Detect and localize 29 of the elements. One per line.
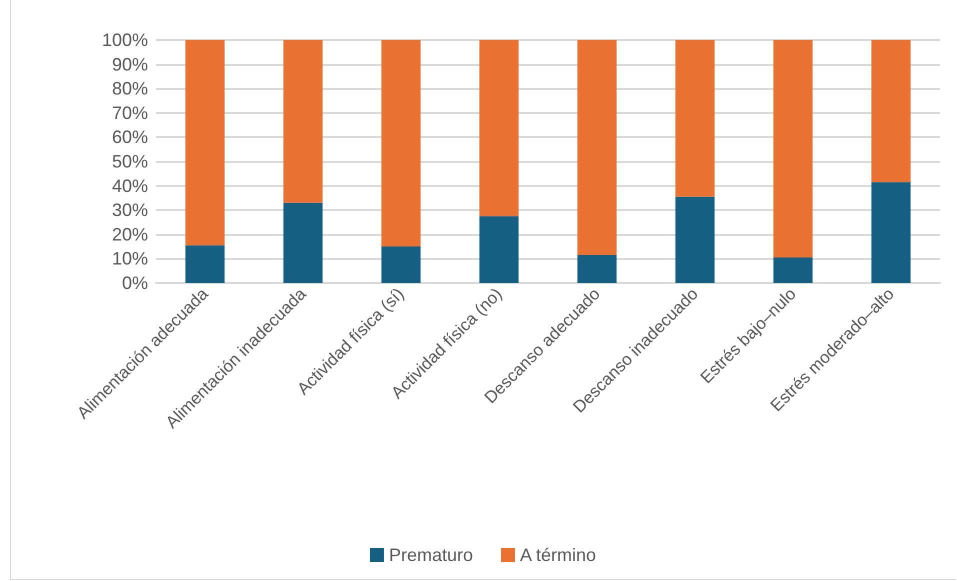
bar	[283, 202, 323, 283]
y-tick-label: 80%	[112, 78, 148, 99]
bar	[773, 40, 813, 258]
y-tick-label: 60%	[112, 127, 148, 148]
legend-label: Prematuro	[388, 545, 474, 565]
bar	[675, 196, 715, 283]
y-tick-label: 40%	[112, 176, 148, 196]
bar	[479, 40, 519, 216]
y-tick-label: 70%	[112, 102, 148, 123]
bar	[871, 182, 911, 283]
bar	[479, 216, 519, 283]
bar	[675, 40, 715, 197]
bar	[381, 246, 421, 283]
y-tick-label: 50%	[112, 152, 148, 172]
bar	[773, 257, 813, 283]
y-tick-label: 10%	[112, 248, 148, 269]
bar	[577, 40, 617, 256]
y-tick-label: 30%	[112, 200, 148, 220]
y-tick-label: 100%	[102, 30, 148, 50]
bar	[381, 40, 421, 247]
legend-label: A término	[520, 545, 596, 565]
y-tick-label: 90%	[112, 54, 148, 74]
y-tick-label: 20%	[112, 224, 148, 244]
bar	[185, 245, 225, 283]
y-tick-label: 0%	[122, 273, 148, 293]
bar	[283, 40, 323, 203]
bar	[871, 40, 911, 182]
bar	[577, 255, 617, 283]
bar	[185, 40, 225, 246]
